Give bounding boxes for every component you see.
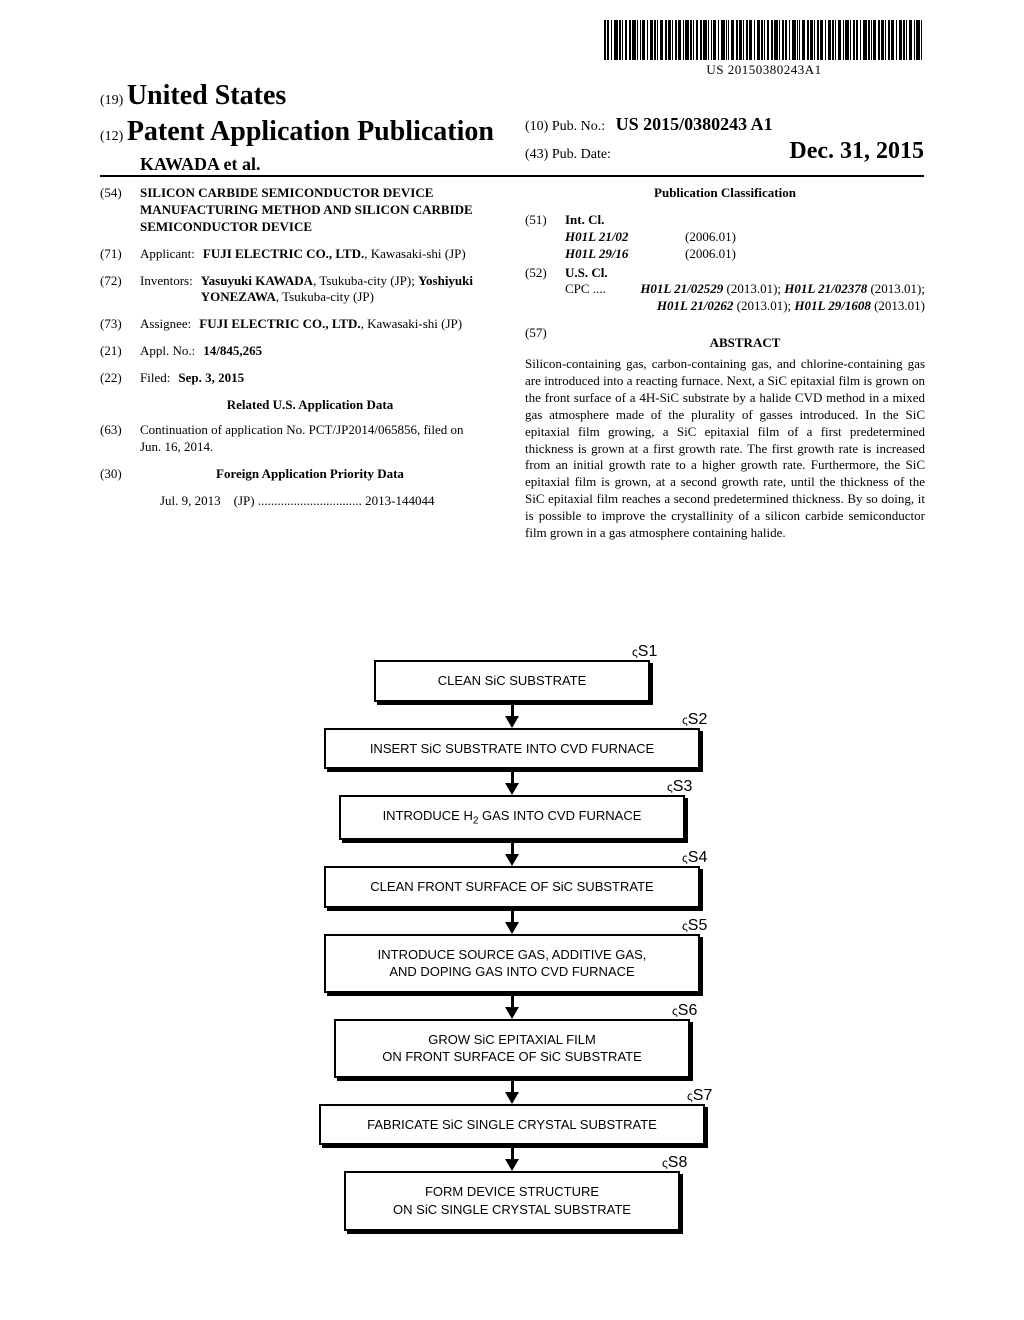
appl-code: (21) [100,343,140,360]
appl-no: 14/845,265 [203,343,262,358]
flow-arrow-icon [505,922,519,934]
related-head: Related U.S. Application Data [140,397,480,414]
assignee-name: FUJI ELECTRIC CO., LTD. [199,316,360,331]
foreign-priority-row: Jul. 9, 2013 (JP) ......................… [160,493,480,510]
cont-text: Continuation of application No. PCT/JP20… [140,422,480,456]
int-label: Int. Cl. [565,212,604,229]
flow-arrow-icon [505,1007,519,1019]
cpc-label: CPC [565,281,590,315]
code-12: (12) [100,129,123,144]
code-10: (10) [525,119,548,134]
flow-connector [312,702,712,728]
flow-arrow-icon [505,716,519,728]
flow-connector [312,840,712,866]
int2-code: H01L 29/16 [565,246,628,261]
foreign-country: (JP) [234,493,255,508]
inventor2-loc: , Tsukuba-city (JP) [276,289,374,304]
cpc1: H01L 21/02529 [640,281,723,296]
flow-connector [312,769,712,795]
flow-box-s3: INTRODUCE H2 GAS INTO CVD FURNACE [339,795,685,840]
filed-date: Sep. 3, 2015 [178,370,244,385]
flow-connector [312,908,712,934]
cpc-dots: .... [593,281,606,315]
cpc1-date: (2013.01); [727,281,782,296]
inventor1: Yasuyuki KAWADA [201,273,313,288]
assignee-code: (73) [100,316,140,333]
flow-box-s4: CLEAN FRONT SURFACE OF SiC SUBSTRATE [324,866,700,908]
pub-date: Dec. 31, 2015 [789,136,924,167]
inventors-label: Inventors: [140,273,193,307]
pub-date-label: Pub. Date: [552,147,611,162]
int1-date: (2006.01) [685,229,736,246]
foreign-dots: ................................ [258,493,362,508]
flow-box-s6: GROW SiC EPITAXIAL FILMON FRONT SURFACE … [334,1019,690,1078]
barcode-area: US 20150380243A1 [604,20,924,79]
flow-connector [312,993,712,1019]
barcode-text: US 20150380243A1 [604,62,924,79]
authors: KAWADA et al. [140,153,261,176]
cpc4: H01L 29/1608 [794,298,870,313]
flow-box-s7: FABRICATE SiC SINGLE CRYSTAL SUBSTRATE [319,1104,705,1146]
classification: Publication Classification (51) Int. Cl.… [525,185,925,542]
abstract-head: ABSTRACT [565,335,925,352]
flow-box-s2: INSERT SiC SUBSTRATE INTO CVD FURNACE [324,728,700,770]
invention-title: SILICON CARBIDE SEMICONDUCTOR DEVICE MAN… [140,185,480,236]
barcode [604,20,924,60]
cont-code: (63) [100,422,140,456]
assignee-label: Assignee: [140,316,191,333]
cpc3-date: (2013.01); [737,298,792,313]
foreign-code: (30) [100,466,140,483]
cpc2: H01L 21/02378 [784,281,867,296]
title-code: (54) [100,185,140,236]
flow-connector [312,1078,712,1104]
cpc2-date: (2013.01); [870,281,925,296]
cpc3: H01L 21/0262 [657,298,733,313]
int2-date: (2006.01) [685,246,736,263]
flow-box-s5: INTRODUCE SOURCE GAS, ADDITIVE GAS,AND D… [324,934,700,993]
abstract-text: Silicon-containing gas, carbon-containin… [525,356,925,542]
int1-code: H01L 21/02 [565,229,628,244]
flow-box-s1: CLEAN SiC SUBSTRATE [374,660,650,702]
flow-arrow-icon [505,783,519,795]
flowchart: ςS1CLEAN SiC SUBSTRATEςS2INSERT SiC SUBS… [312,660,712,1231]
code-19: (19) [100,93,123,108]
filed-code: (22) [100,370,140,387]
inventor1-loc: , Tsukuba-city (JP); [313,273,415,288]
applicant-name: FUJI ELECTRIC CO., LTD. [203,246,364,261]
flow-arrow-icon [505,1159,519,1171]
foreign-no: 2013-144044 [365,493,434,508]
rule-top [100,175,924,177]
filed-label: Filed: [140,370,170,387]
classification-head: Publication Classification [525,185,925,202]
flow-box-s8: FORM DEVICE STRUCTUREON SiC SINGLE CRYST… [344,1171,680,1230]
header-right: (10) Pub. No.: US 2015/0380243 A1 (43) P… [525,113,924,168]
assignee-loc: Kawasaki-shi (JP) [367,316,462,331]
pub-no: US 2015/0380243 A1 [616,114,773,134]
applicant-code: (71) [100,246,140,263]
int-code: (51) [525,212,565,229]
pub-no-label: Pub. No.: [552,119,605,134]
biblio: (54) SILICON CARBIDE SEMICONDUCTOR DEVIC… [100,185,480,509]
us-code: (52) [525,265,565,282]
applicant-label: Applicant: [140,246,195,263]
code-43: (43) [525,147,548,162]
country: United States [127,80,286,111]
abstract-code: (57) [525,325,565,352]
doc-type: Patent Application Publication [127,116,494,147]
flow-arrow-icon [505,1092,519,1104]
foreign-head: Foreign Application Priority Data [140,466,480,483]
appl-label: Appl. No.: [140,343,195,360]
applicant-loc: Kawasaki-shi (JP) [371,246,466,261]
inventors-code: (72) [100,273,140,307]
us-label: U.S. Cl. [565,265,608,282]
flow-connector [312,1145,712,1171]
cpc4-date: (2013.01) [874,298,925,313]
flow-arrow-icon [505,854,519,866]
foreign-date: Jul. 9, 2013 [160,493,221,508]
